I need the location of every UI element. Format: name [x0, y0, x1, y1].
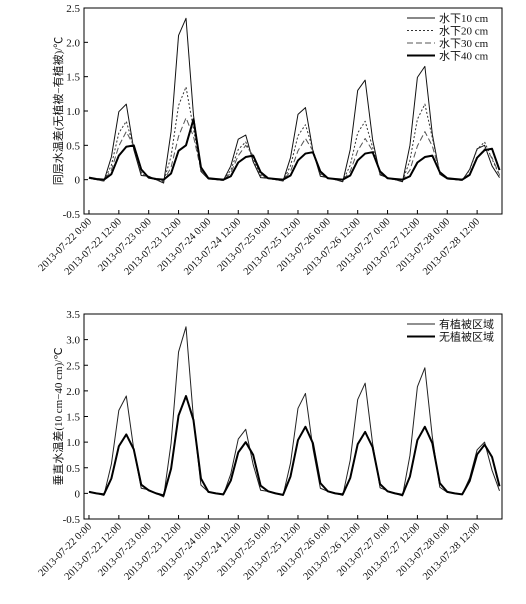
- x-tick-label: 2013-07-28 12:00: [421, 216, 482, 277]
- series-line: [88, 395, 501, 497]
- y-tick-label: 2.5: [66, 360, 80, 372]
- y-tick-label: 1.5: [66, 72, 80, 84]
- y-tick-label: 3.5: [66, 309, 80, 321]
- y-tick-label: 1.0: [66, 106, 80, 118]
- x-tick-label: 2013-07-22 0:00: [37, 216, 94, 273]
- legend-label: 水下20 cm: [439, 25, 489, 38]
- x-tick-label: 2013-07-23 0:00: [96, 216, 153, 273]
- y-axis-label: 同层水温差(无植被−有植被)/℃: [51, 37, 65, 186]
- x-tick-label: 2013-07-28 0:00: [395, 521, 452, 578]
- y-tick-label: 2.0: [66, 386, 80, 398]
- x-tick-label: 2013-07-23 0:00: [96, 521, 153, 578]
- y-tick-label: 0.5: [66, 140, 80, 152]
- y-tick-label: 2.0: [66, 37, 80, 49]
- y-tick-label: 1.5: [66, 412, 80, 424]
- x-tick-label: 2013-07-25 0:00: [216, 521, 273, 578]
- x-tick-label: 2013-07-27 0:00: [335, 216, 392, 273]
- x-tick-label: 2013-07-26 0:00: [275, 216, 332, 273]
- y-tick-label: 1.0: [66, 437, 80, 449]
- series-line: [88, 17, 500, 184]
- x-tick-label: 2013-07-24 0:00: [156, 521, 213, 578]
- x-tick-label: 2013-07-24 0:00: [156, 216, 213, 273]
- series-line: [88, 86, 500, 183]
- series-line: [88, 118, 501, 181]
- legend-label: 有植被区域: [439, 317, 494, 331]
- x-tick-label: 2013-07-27 0:00: [335, 521, 392, 578]
- x-tick-label: 2013-07-22 0:00: [37, 521, 94, 578]
- y-axis-label: 垂直水温差(10 cm−40 cm)/℃: [51, 347, 65, 485]
- legend-label: 水下30 cm: [439, 37, 489, 50]
- y-tick-label: -0.5: [63, 514, 81, 526]
- y-tick-label: 0: [75, 175, 81, 187]
- y-tick-label: 0: [75, 488, 81, 500]
- legend-label: 水下10 cm: [439, 12, 489, 25]
- legend-label: 无植被区域: [439, 330, 494, 344]
- x-tick-label: 2013-07-25 0:00: [216, 216, 273, 273]
- y-tick-label: 2.5: [66, 3, 80, 15]
- y-tick-label: -0.5: [63, 209, 81, 221]
- x-tick-label: 2013-07-28 0:00: [395, 216, 452, 273]
- y-tick-label: 0.5: [66, 463, 80, 475]
- legend-label: 水下40 cm: [439, 50, 489, 63]
- x-tick-label: 2013-07-28 12:00: [421, 521, 482, 582]
- x-tick-label: 2013-07-26 0:00: [275, 521, 332, 578]
- y-tick-label: 3.0: [66, 335, 80, 347]
